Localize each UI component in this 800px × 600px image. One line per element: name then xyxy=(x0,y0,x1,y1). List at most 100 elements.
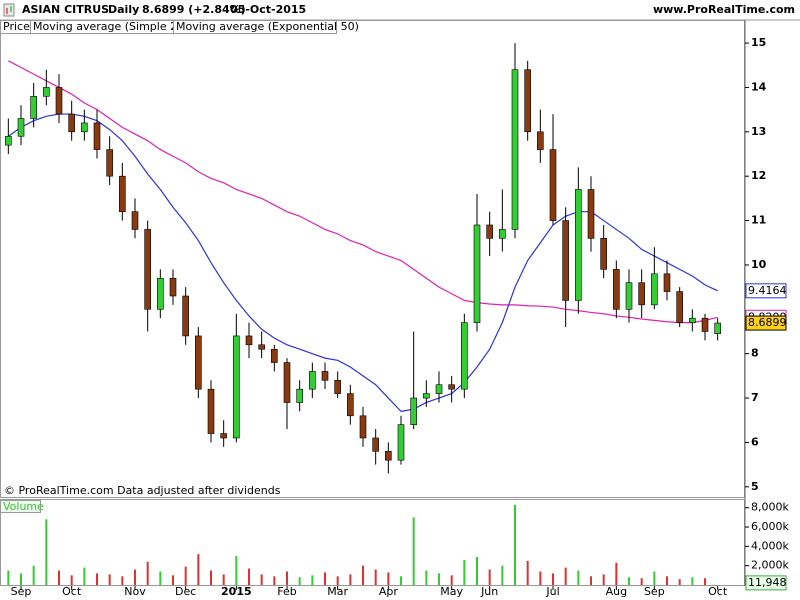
legend-price: Price xyxy=(3,20,30,33)
volume-bar xyxy=(286,571,288,585)
x-tick-label: Mar xyxy=(327,585,348,598)
plot-layer: 5 6 7 8 10 11 12 13 14 15 2,000k 4,000k 6,000k 8,000k… xyxy=(5,36,789,598)
candle-body xyxy=(435,384,443,394)
volume-bar xyxy=(590,576,592,585)
volume-bar xyxy=(70,575,73,585)
volume-bar xyxy=(197,554,200,585)
title: ASIAN CITRUS xyxy=(22,3,109,16)
volume-bar xyxy=(362,565,364,585)
volume-bar xyxy=(552,573,554,585)
y-tick-label: 11 xyxy=(751,214,766,227)
legend-sma: Moving average (Simple 200) xyxy=(33,20,195,33)
legend-ema: Moving average (Exponential 50) xyxy=(176,20,359,33)
candle-body xyxy=(689,317,696,323)
candle-body xyxy=(575,189,582,301)
candle-body xyxy=(68,113,75,133)
candle-body xyxy=(676,291,683,323)
volume-legend-box xyxy=(0,500,41,513)
volume-last-box xyxy=(745,575,787,591)
source: www.ProRealTime.com xyxy=(653,3,795,16)
y-tick-label: 15 xyxy=(751,36,766,49)
candle-body xyxy=(157,277,164,310)
y-tick-label: 5 xyxy=(751,480,759,493)
x-tick-label: Aug xyxy=(606,585,627,598)
app-icon xyxy=(3,3,15,17)
candle-body xyxy=(182,295,189,337)
candle-body xyxy=(347,393,354,417)
volume-bar xyxy=(260,574,263,585)
x-tick-label: Apr xyxy=(379,585,399,598)
volume-bar xyxy=(488,569,491,585)
volume-bar xyxy=(400,576,402,585)
candle-body xyxy=(296,388,303,403)
volume-tick-label: 4,000k xyxy=(751,539,789,552)
volume-bar xyxy=(653,571,656,585)
legend-box xyxy=(173,20,337,34)
volume-bar xyxy=(514,504,516,585)
candle-body xyxy=(283,362,291,403)
volume-bar xyxy=(58,570,60,585)
volume-bar xyxy=(273,576,276,585)
volume-bar xyxy=(311,575,314,585)
x-tick-label: Dec xyxy=(175,585,196,598)
volume-tick-label: 6,000k xyxy=(751,520,789,533)
date: 05-Oct-2015 xyxy=(230,3,306,16)
y-tick-label: 14 xyxy=(751,80,767,93)
y-tick-label: 7 xyxy=(751,391,759,404)
volume-bar xyxy=(32,565,35,585)
candle-body xyxy=(359,415,367,439)
legend: Price Moving average (Simple 200) Moving… xyxy=(0,20,359,34)
volume-bar xyxy=(235,556,238,585)
candle-body xyxy=(5,135,12,146)
volume-bar xyxy=(628,577,630,585)
volume-tick-label: 2,000k xyxy=(751,559,789,572)
moving-average-line xyxy=(8,60,718,324)
candle-body xyxy=(613,269,620,310)
volume-bar xyxy=(438,573,440,585)
candle-body xyxy=(511,69,519,230)
volume-legend: Volume xyxy=(3,500,44,513)
volume-bar xyxy=(146,561,149,585)
volume-last: 11,948 xyxy=(748,576,787,589)
x-tick-label: Oct xyxy=(708,585,728,598)
y-tick-label: 8 xyxy=(751,347,759,360)
volume-bar xyxy=(691,577,694,585)
volume-bar xyxy=(526,560,529,585)
ema-last-box xyxy=(745,283,787,299)
volume-bar xyxy=(640,578,643,585)
volume-bar xyxy=(615,562,618,585)
candle-body xyxy=(334,380,341,394)
candle-body xyxy=(195,335,202,390)
candle-body xyxy=(625,282,633,310)
candle-body xyxy=(258,344,265,350)
candle-body xyxy=(562,220,569,301)
candle-body xyxy=(486,224,493,239)
candle-body xyxy=(549,149,557,221)
volume-tick-label: 8,000k xyxy=(751,501,789,514)
volume-bar xyxy=(108,574,111,585)
volume-bar xyxy=(564,567,567,585)
quote: 8.6899 (+2.84%) xyxy=(142,3,246,16)
x-tick-label: Jun xyxy=(480,585,498,598)
volume-bar xyxy=(134,569,136,585)
volume-bar xyxy=(476,556,478,585)
x-tick-label: Sep xyxy=(644,585,665,598)
candle-body xyxy=(30,96,37,119)
footnote: © ProRealTime.com Data adjusted after di… xyxy=(4,484,281,497)
candle-body xyxy=(245,335,253,346)
x-tick-label: 2015 xyxy=(221,585,252,598)
candle-body xyxy=(461,322,468,390)
candle-body xyxy=(473,224,481,323)
candle-body xyxy=(321,371,329,381)
volume-bar xyxy=(577,570,580,585)
candle-body xyxy=(372,437,379,452)
volume-bar xyxy=(222,574,225,585)
candle-body xyxy=(587,189,595,239)
candle-body xyxy=(55,87,63,115)
candle-body xyxy=(93,122,101,150)
volume-bar xyxy=(45,519,48,585)
candle-body xyxy=(233,335,240,439)
candle-body xyxy=(220,433,227,439)
volume-bar xyxy=(425,570,428,585)
